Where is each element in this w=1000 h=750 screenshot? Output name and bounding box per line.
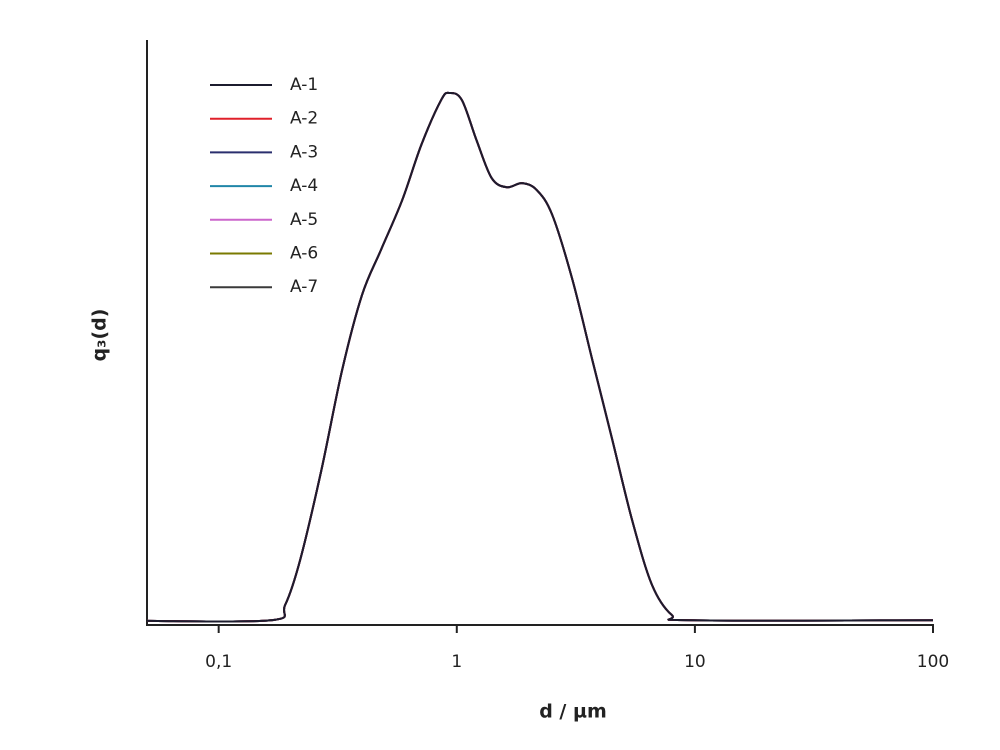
series-line	[146, 91, 934, 623]
x-tick-label: 0,1	[205, 652, 232, 672]
legend-label: A-1	[290, 75, 318, 95]
legend-label: A-4	[290, 176, 318, 196]
legend-label: A-3	[290, 142, 318, 162]
series-line	[146, 91, 934, 623]
legend-label: A-5	[290, 210, 318, 230]
y-axis-label: q₃(d)	[89, 309, 111, 362]
series-line	[146, 91, 934, 623]
x-tick-label: 100	[917, 652, 949, 672]
legend-label: A-6	[290, 244, 318, 264]
legend-label: A-2	[290, 109, 318, 129]
x-tick-label: 1	[451, 652, 462, 672]
series-line	[146, 91, 934, 623]
series-line	[146, 91, 934, 623]
legend-label: A-7	[290, 277, 318, 297]
series-line	[146, 91, 934, 623]
series-line	[146, 91, 934, 623]
x-tick-label: 10	[684, 652, 706, 672]
x-axis-label: d / µm	[539, 701, 607, 723]
